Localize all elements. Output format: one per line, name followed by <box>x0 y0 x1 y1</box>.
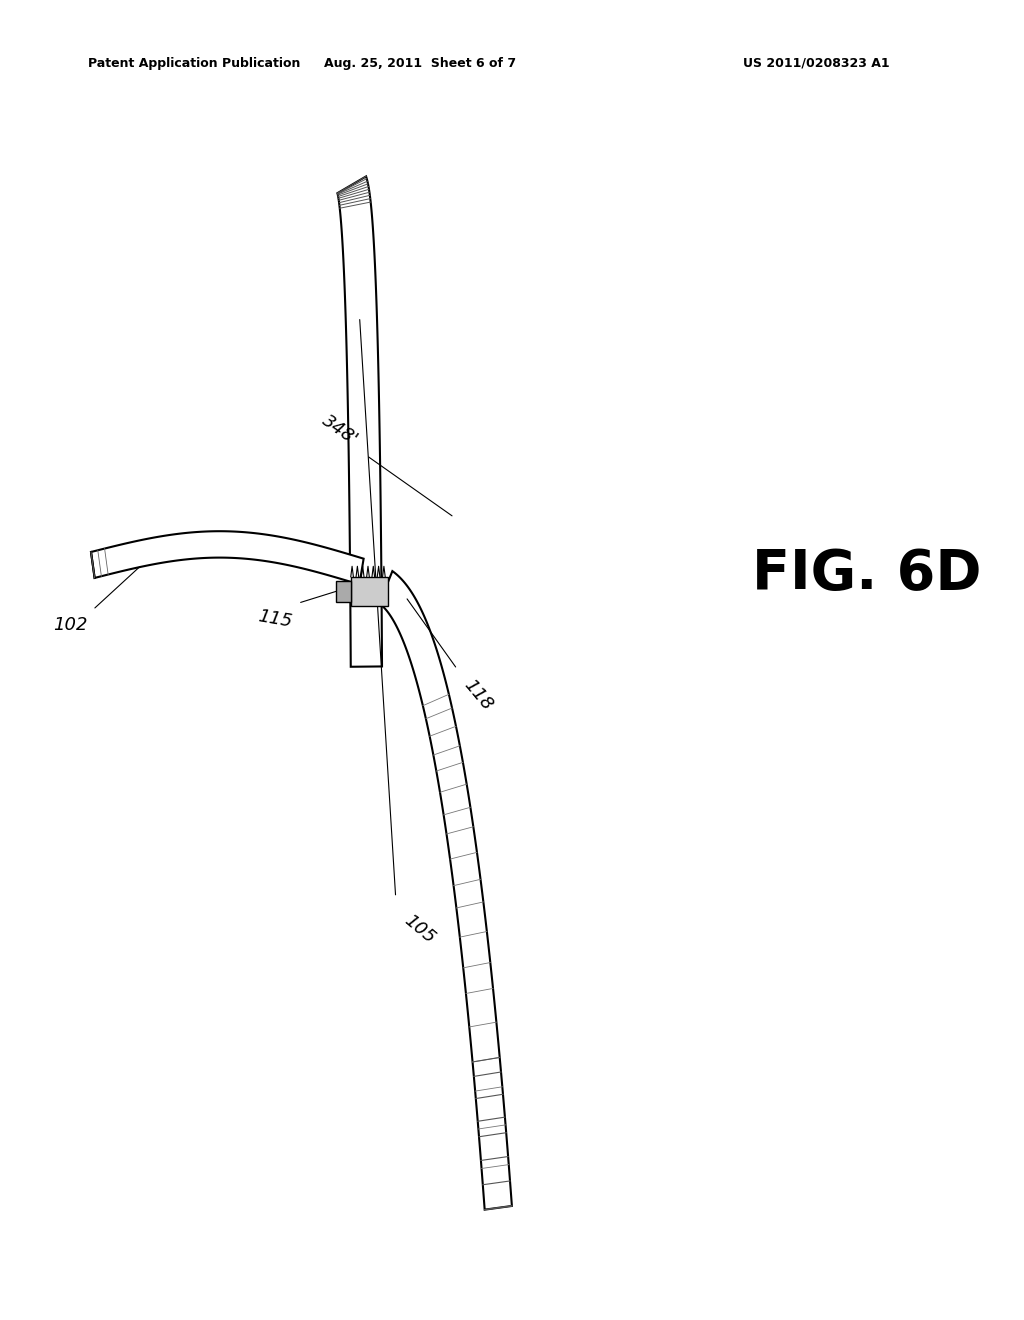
Text: 105: 105 <box>400 911 438 946</box>
Polygon shape <box>380 572 512 1209</box>
Text: 102: 102 <box>53 616 88 635</box>
Bar <box>351 577 388 606</box>
Text: US 2011/0208323 A1: US 2011/0208323 A1 <box>742 57 889 70</box>
Text: 118: 118 <box>460 676 497 714</box>
Text: 348': 348' <box>318 412 361 449</box>
Text: Patent Application Publication: Patent Application Publication <box>88 57 300 70</box>
Polygon shape <box>91 531 364 585</box>
Text: FIG. 6D: FIG. 6D <box>753 548 982 601</box>
Bar <box>336 581 351 602</box>
Text: Aug. 25, 2011  Sheet 6 of 7: Aug. 25, 2011 Sheet 6 of 7 <box>324 57 516 70</box>
Text: 115: 115 <box>256 607 293 631</box>
Polygon shape <box>337 177 382 667</box>
